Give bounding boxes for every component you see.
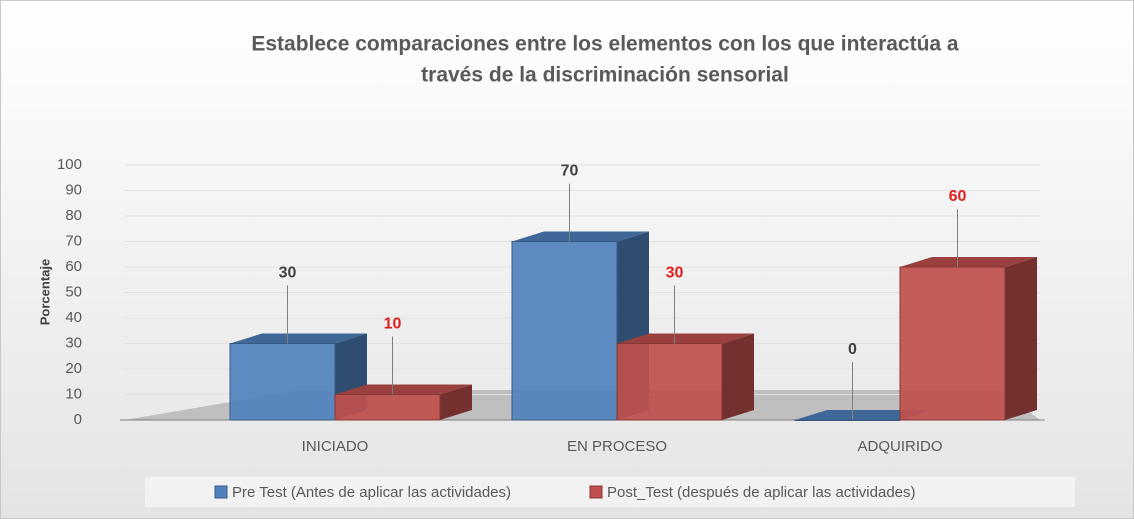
bar: [899, 266, 1006, 421]
y-tick-label: 0: [74, 411, 82, 428]
data-label: 0: [848, 341, 857, 358]
data-label: 30: [279, 265, 297, 282]
y-tick-label: 100: [57, 156, 82, 173]
x-tick-label: EN PROCESO: [567, 438, 667, 455]
x-tick-label: ADQUIRIDO: [857, 438, 942, 455]
data-label: 70: [561, 163, 579, 180]
bar-top: [900, 257, 1037, 267]
y-tick-label: 10: [65, 385, 82, 402]
x-tick-label: INICIADO: [302, 438, 369, 455]
bar-side: [440, 384, 472, 420]
data-label: 60: [949, 188, 967, 205]
data-label: 10: [384, 316, 402, 333]
legend: [145, 477, 1075, 507]
y-tick-label: 80: [65, 207, 82, 224]
data-label: 30: [666, 265, 684, 282]
legend-label: Post_Test (después de aplicar las activi…: [607, 484, 916, 501]
bar-side: [1005, 257, 1037, 420]
chart-title: Establece comparaciones entre los elemen…: [251, 33, 959, 56]
bar: [334, 394, 441, 421]
y-axis-label: Porcentaje: [37, 259, 52, 325]
bar-top: [512, 231, 649, 242]
y-tick-label: 60: [65, 258, 82, 275]
bar: [511, 241, 618, 421]
y-tick-label: 90: [65, 181, 82, 198]
bar-side: [722, 333, 754, 420]
y-tick-label: 30: [65, 334, 82, 351]
bar-top: [335, 384, 472, 395]
y-tick-label: 20: [65, 360, 82, 377]
y-tick-label: 50: [65, 283, 82, 300]
chart-title: través de la discriminación sensorial: [421, 64, 789, 87]
y-tick-label: 70: [65, 232, 82, 249]
y-tick-label: 40: [65, 309, 82, 326]
legend-swatch: [589, 485, 603, 499]
bar-top: [795, 410, 932, 420]
bar-top: [230, 333, 367, 344]
bar: [616, 343, 723, 421]
bar-top: [617, 333, 754, 344]
legend-swatch: [214, 485, 228, 499]
legend-label: Pre Test (Antes de aplicar las actividad…: [232, 484, 511, 501]
bar: [794, 419, 901, 421]
bar: [229, 343, 336, 421]
